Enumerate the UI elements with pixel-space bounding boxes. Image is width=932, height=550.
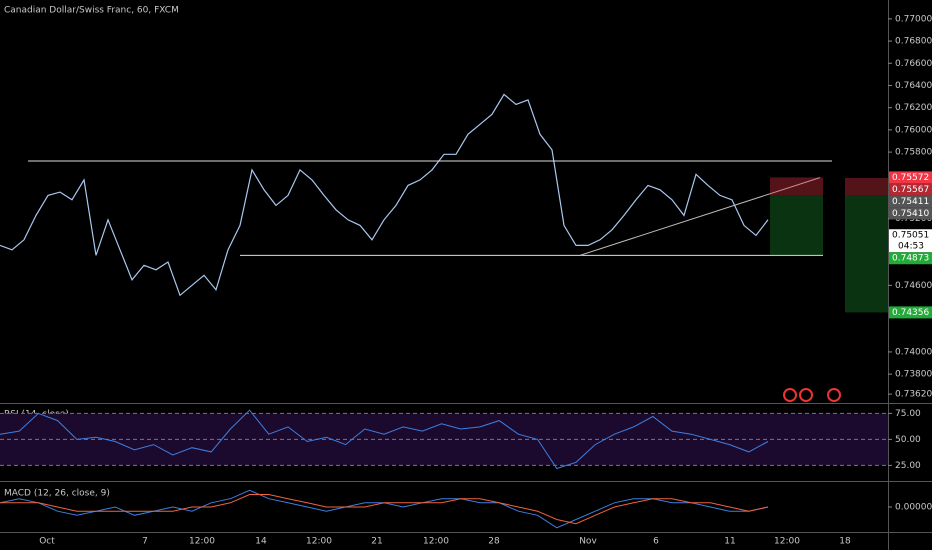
x-tick-label: 12:00 (189, 537, 215, 547)
chart-title: Canadian Dollar/Swiss Franc, 60, FXCM (4, 6, 179, 16)
y-tick-label: 0.76200 (895, 103, 932, 113)
price-badge-label: 0.75567 (892, 185, 929, 195)
target-zone (845, 195, 888, 313)
x-tick-label: 12:00 (423, 537, 449, 547)
price-badge-label: 0.74356 (892, 308, 929, 318)
price-badge (889, 183, 932, 196)
event-icon[interactable] (783, 388, 797, 402)
x-tick-label: 6 (653, 537, 659, 547)
x-tick-label: Oct (39, 537, 55, 547)
price-badge (889, 306, 932, 319)
x-tick-label: 11 (724, 537, 735, 547)
line-series (0, 494, 769, 525)
y-tick-label: 50.00 (895, 435, 921, 445)
x-tick-label: 14 (255, 537, 267, 547)
x-tick-label: 12:00 (774, 537, 800, 547)
y-tick-label: 0.77000 (895, 14, 932, 24)
y-tick-label: 0.00000 (895, 503, 932, 513)
price-badge (889, 195, 932, 208)
price-badge (889, 171, 932, 184)
y-tick-label: 0.74600 (895, 281, 932, 291)
y-tick-label: 75.00 (895, 409, 921, 419)
price-badge (889, 252, 932, 265)
y-tick-label: 0.73620 (895, 390, 932, 400)
price-badge-label: 0.75572 (892, 173, 929, 183)
line-series (0, 409, 769, 470)
trend-line (579, 177, 821, 256)
x-tick-label: Nov (579, 537, 597, 547)
y-tick-label: 0.76400 (895, 81, 932, 91)
x-tick-label: 28 (488, 537, 500, 547)
x-tick-label: 18 (839, 537, 851, 547)
y-tick-label: 0.76000 (895, 125, 932, 135)
y-tick-label: 25.00 (895, 461, 921, 471)
event-icons[interactable] (783, 388, 841, 402)
price-badge-label: 0.74873 (892, 254, 929, 264)
stop-zone (770, 177, 823, 196)
price-badge (889, 229, 932, 253)
target-zone (770, 195, 823, 256)
x-tick-label: 7 (142, 537, 148, 547)
x-tick-label: 12:00 (306, 537, 332, 547)
price-badge-label: 0.75051 (892, 231, 929, 241)
event-icon[interactable] (799, 388, 813, 402)
x-tick-label: 21 (371, 537, 382, 547)
countdown: 04:53 (898, 242, 924, 252)
y-tick-label: 0.76600 (895, 59, 932, 69)
price-badge-label: 0.75411 (892, 197, 929, 207)
price-badge-label: 0.75410 (892, 209, 929, 219)
macd-title: MACD (12, 26, close, 9) (4, 489, 110, 499)
y-tick-label: 0.75800 (895, 148, 932, 158)
y-tick-label: 0.73800 (895, 370, 932, 380)
y-tick-label: 0.76800 (895, 37, 932, 47)
event-icon[interactable] (827, 388, 841, 402)
line-series (0, 93, 769, 297)
stop-zone (845, 177, 888, 196)
price-badge (889, 207, 932, 220)
y-tick-label: 0.74000 (895, 347, 932, 357)
